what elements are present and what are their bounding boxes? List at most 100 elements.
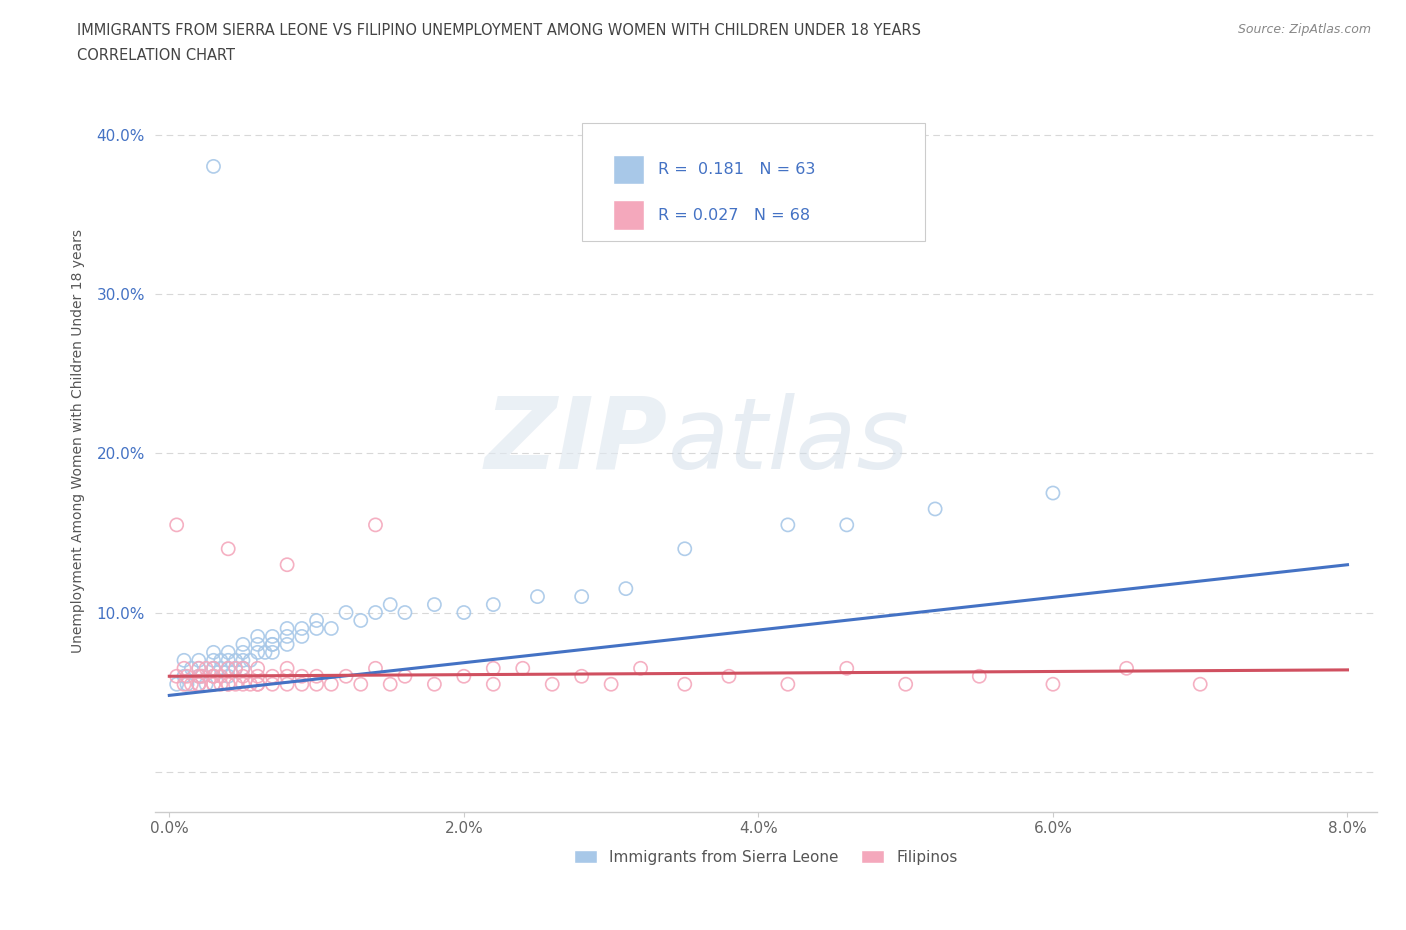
Point	[232, 653, 254, 668]
Point	[166, 517, 188, 532]
Point	[246, 661, 269, 676]
Point	[394, 669, 416, 684]
Point	[673, 541, 696, 556]
Point	[180, 661, 202, 676]
Point	[262, 629, 284, 644]
Point	[291, 621, 314, 636]
Y-axis label: Unemployment Among Women with Children Under 18 years: Unemployment Among Women with Children U…	[72, 229, 86, 653]
Point	[209, 677, 232, 692]
Point	[246, 637, 269, 652]
Point	[571, 669, 593, 684]
Point	[276, 557, 298, 572]
Point	[176, 669, 198, 684]
Point	[380, 597, 402, 612]
Point	[262, 677, 284, 692]
Point	[246, 677, 269, 692]
Point	[209, 669, 232, 684]
Point	[276, 637, 298, 652]
Point	[305, 677, 328, 692]
Point	[262, 669, 284, 684]
Point	[202, 661, 225, 676]
Point	[187, 677, 209, 692]
Point	[180, 677, 202, 692]
Point	[335, 605, 357, 620]
Point	[262, 637, 284, 652]
Point	[187, 677, 209, 692]
Point	[202, 669, 225, 684]
Point	[190, 669, 212, 684]
Point	[246, 677, 269, 692]
Point	[202, 661, 225, 676]
Point	[202, 677, 225, 692]
Point	[217, 541, 239, 556]
Point	[453, 669, 475, 684]
Point	[166, 669, 188, 684]
Point	[217, 653, 239, 668]
Point	[202, 669, 225, 684]
Point	[217, 677, 239, 692]
Point	[209, 661, 232, 676]
FancyBboxPatch shape	[582, 123, 925, 241]
Point	[453, 605, 475, 620]
Point	[335, 669, 357, 684]
Point	[1189, 677, 1212, 692]
Legend: Immigrants from Sierra Leone, Filipinos: Immigrants from Sierra Leone, Filipinos	[568, 844, 965, 870]
Point	[217, 669, 239, 684]
Point	[202, 677, 225, 692]
Text: R =  0.181   N = 63: R = 0.181 N = 63	[658, 162, 815, 177]
Point	[1042, 485, 1064, 500]
Point	[246, 669, 269, 684]
Point	[614, 581, 637, 596]
Point	[291, 669, 314, 684]
Point	[776, 677, 799, 692]
Point	[195, 661, 218, 676]
Text: Source: ZipAtlas.com: Source: ZipAtlas.com	[1237, 23, 1371, 36]
Point	[894, 677, 917, 692]
Point	[380, 677, 402, 692]
Point	[350, 677, 373, 692]
Point	[253, 644, 276, 659]
Point	[305, 669, 328, 684]
Point	[1115, 661, 1137, 676]
Point	[482, 597, 505, 612]
Point	[225, 661, 247, 676]
Point	[225, 661, 247, 676]
Point	[173, 669, 195, 684]
Point	[321, 621, 343, 636]
Point	[202, 644, 225, 659]
Point	[232, 644, 254, 659]
Point	[239, 653, 262, 668]
Point	[835, 517, 858, 532]
Point	[217, 661, 239, 676]
Point	[276, 677, 298, 692]
Point	[173, 661, 195, 676]
Point	[571, 589, 593, 604]
Point	[423, 677, 446, 692]
Point	[239, 677, 262, 692]
Point	[482, 661, 505, 676]
Text: R = 0.027   N = 68: R = 0.027 N = 68	[658, 207, 810, 222]
Point	[630, 661, 652, 676]
Point	[276, 629, 298, 644]
Point	[246, 644, 269, 659]
Point	[232, 637, 254, 652]
Point	[673, 677, 696, 692]
Point	[209, 653, 232, 668]
Point	[364, 517, 387, 532]
Point	[225, 653, 247, 668]
Point	[276, 661, 298, 676]
Point	[482, 677, 505, 692]
Point	[305, 613, 328, 628]
Point	[232, 669, 254, 684]
Point	[217, 677, 239, 692]
Point	[217, 644, 239, 659]
Point	[262, 637, 284, 652]
Point	[262, 644, 284, 659]
Point	[187, 669, 209, 684]
Point	[202, 669, 225, 684]
Point	[969, 669, 991, 684]
Point	[202, 653, 225, 668]
FancyBboxPatch shape	[613, 154, 644, 184]
Point	[173, 653, 195, 668]
Text: CORRELATION CHART: CORRELATION CHART	[77, 48, 235, 63]
